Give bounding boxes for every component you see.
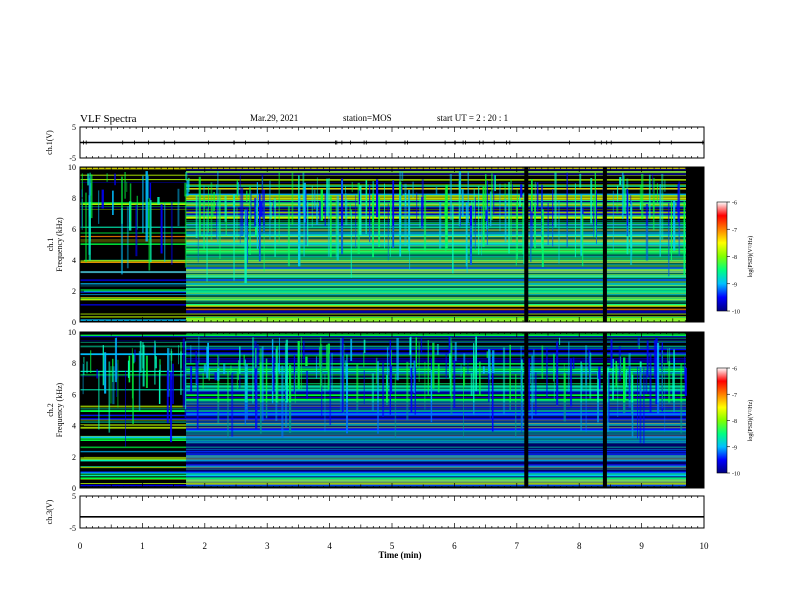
ch2-spectrogram-colorbar-tick: -10 xyxy=(732,472,740,478)
ch1-spectrogram-colorbar-tick: -7 xyxy=(732,228,737,234)
ch2-spectrogram-colorbar-tick: -7 xyxy=(732,393,737,399)
x-tick-label: 6 xyxy=(452,541,457,551)
ch1-spectrogram-ytick-label: 8 xyxy=(72,194,76,203)
ch2-spectrogram-ytick-label: 8 xyxy=(72,359,76,368)
x-tick-label: 0 xyxy=(78,541,83,551)
ch2-spectrogram-ytick-label: 6 xyxy=(72,390,76,399)
ch2-spectrogram-ytick-label: 10 xyxy=(68,328,76,337)
ch1-spectrogram-ytick-label: 2 xyxy=(72,287,76,296)
figure-title: VLF Spectra xyxy=(80,113,137,125)
x-axis-label: Time (min) xyxy=(378,550,421,560)
x-tick-label: 2 xyxy=(203,541,208,551)
ch1-spectrogram-ylabel: ch.1 xyxy=(46,238,55,252)
ch2-spectrogram-colorbar-label: log(PSD)(V²/Hz) xyxy=(747,400,754,441)
ch1-spectrogram-colorbar-label: log(PSD)(V²/Hz) xyxy=(747,236,754,277)
ch1-spectrogram-ytick-label: 10 xyxy=(68,163,76,172)
spectrogram-texture-1 xyxy=(80,167,704,323)
ch2-spectrogram-ytick-label: 0 xyxy=(72,484,76,493)
x-tick-label: 4 xyxy=(327,541,332,551)
ch3-waveform-ylabel: ch.3(V) xyxy=(45,499,54,524)
ch1-spectrogram-ytick-label: 6 xyxy=(72,225,76,234)
x-tick-label: 3 xyxy=(265,541,270,551)
x-tick-label: 9 xyxy=(639,541,644,551)
ch1-spectrogram-colorbar-tick: -8 xyxy=(732,255,737,261)
ch1-spectrogram-colorbar xyxy=(716,201,728,312)
x-tick-label: 8 xyxy=(577,541,582,551)
start-time-label: start UT = 2 : 20 : 1 xyxy=(437,113,509,123)
ch3-waveform-ytick-label: 5 xyxy=(72,492,76,501)
ch1-spectrogram-colorbar-tick: -9 xyxy=(732,282,737,288)
ch1-spectrogram-ytick-label: 0 xyxy=(72,318,76,327)
x-tick-label: 10 xyxy=(700,541,710,551)
ch2-spectrogram-ylabel: ch.2 xyxy=(46,403,55,417)
date-label: Mar.29, 2021 xyxy=(250,113,299,123)
x-tick-label: 5 xyxy=(390,541,395,551)
ch3-waveform-ytick-label: -5 xyxy=(69,524,76,533)
x-tick-label: 7 xyxy=(515,541,520,551)
ch2-spectrogram-ylabel: Frequency (kHz) xyxy=(55,382,64,437)
spectrogram-texture-2 xyxy=(80,332,704,488)
ch2-spectrogram-ytick-label: 2 xyxy=(72,453,76,462)
ch1-spectrogram-ylabel: Frequency (kHz) xyxy=(55,217,64,272)
ch1-spectrogram-colorbar-tick: -10 xyxy=(732,310,740,316)
x-tick-label: 1 xyxy=(140,541,145,551)
ch2-spectrogram-colorbar xyxy=(716,367,728,474)
ch1-spectrogram-colorbar-tick: -6 xyxy=(732,201,737,207)
ch2-spectrogram-ytick-label: 4 xyxy=(72,422,76,431)
ch1-spectrogram-ytick-label: 4 xyxy=(72,256,76,265)
ch1-waveform-ytick-label: 5 xyxy=(72,123,76,132)
ch2-spectrogram-colorbar-tick: -8 xyxy=(732,419,737,425)
ch2-spectrogram-colorbar-tick: -9 xyxy=(732,445,737,451)
ch1-waveform-ytick-label: -5 xyxy=(69,154,76,163)
ch1-waveform-ylabel: ch.1(V) xyxy=(45,130,54,155)
ch2-spectrogram-colorbar-tick: -6 xyxy=(732,367,737,373)
station-label: station=MOS xyxy=(343,113,392,123)
